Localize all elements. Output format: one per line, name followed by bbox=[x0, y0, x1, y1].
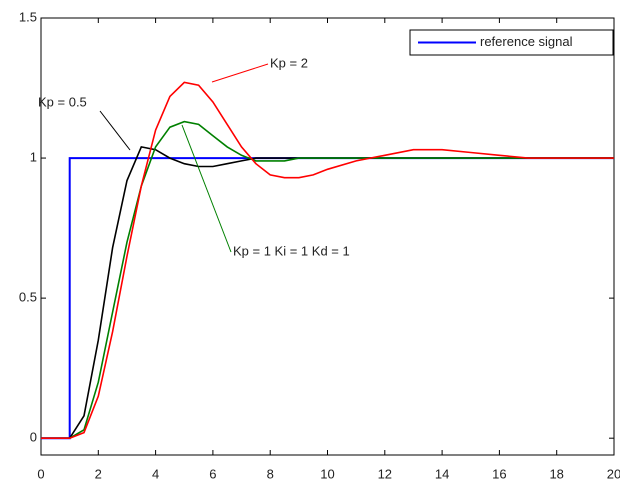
y-tick-label: 0 bbox=[30, 430, 37, 445]
x-tick-label: 12 bbox=[378, 466, 392, 481]
y-tick-label: 0.5 bbox=[19, 290, 37, 305]
x-tick-label: 0 bbox=[37, 466, 44, 481]
series-line bbox=[41, 120, 614, 439]
annotation: Kp = 2 bbox=[270, 55, 308, 70]
x-tick-label: 4 bbox=[152, 466, 159, 481]
series-line bbox=[41, 81, 614, 439]
annotation-line bbox=[211, 63, 269, 83]
x-tick-label: 14 bbox=[435, 466, 449, 481]
x-tick-label: 2 bbox=[95, 466, 102, 481]
y-tick-label: 1 bbox=[30, 150, 37, 165]
x-tick-label: 16 bbox=[492, 466, 506, 481]
x-tick-label: 8 bbox=[267, 466, 274, 481]
annotation: Kp = 0.5 bbox=[38, 94, 87, 109]
legend-label: reference signal bbox=[480, 34, 573, 49]
plot-area bbox=[40, 17, 615, 456]
y-tick-label: 1.5 bbox=[19, 9, 37, 24]
x-tick-label: 18 bbox=[549, 466, 563, 481]
x-tick-label: 10 bbox=[320, 466, 334, 481]
annotation: Kp = 1 Ki = 1 Kd = 1 bbox=[233, 243, 350, 258]
annotation-line bbox=[99, 110, 131, 151]
annotation-line bbox=[181, 124, 232, 253]
x-tick-label: 20 bbox=[607, 466, 620, 481]
x-tick-label: 6 bbox=[209, 466, 216, 481]
